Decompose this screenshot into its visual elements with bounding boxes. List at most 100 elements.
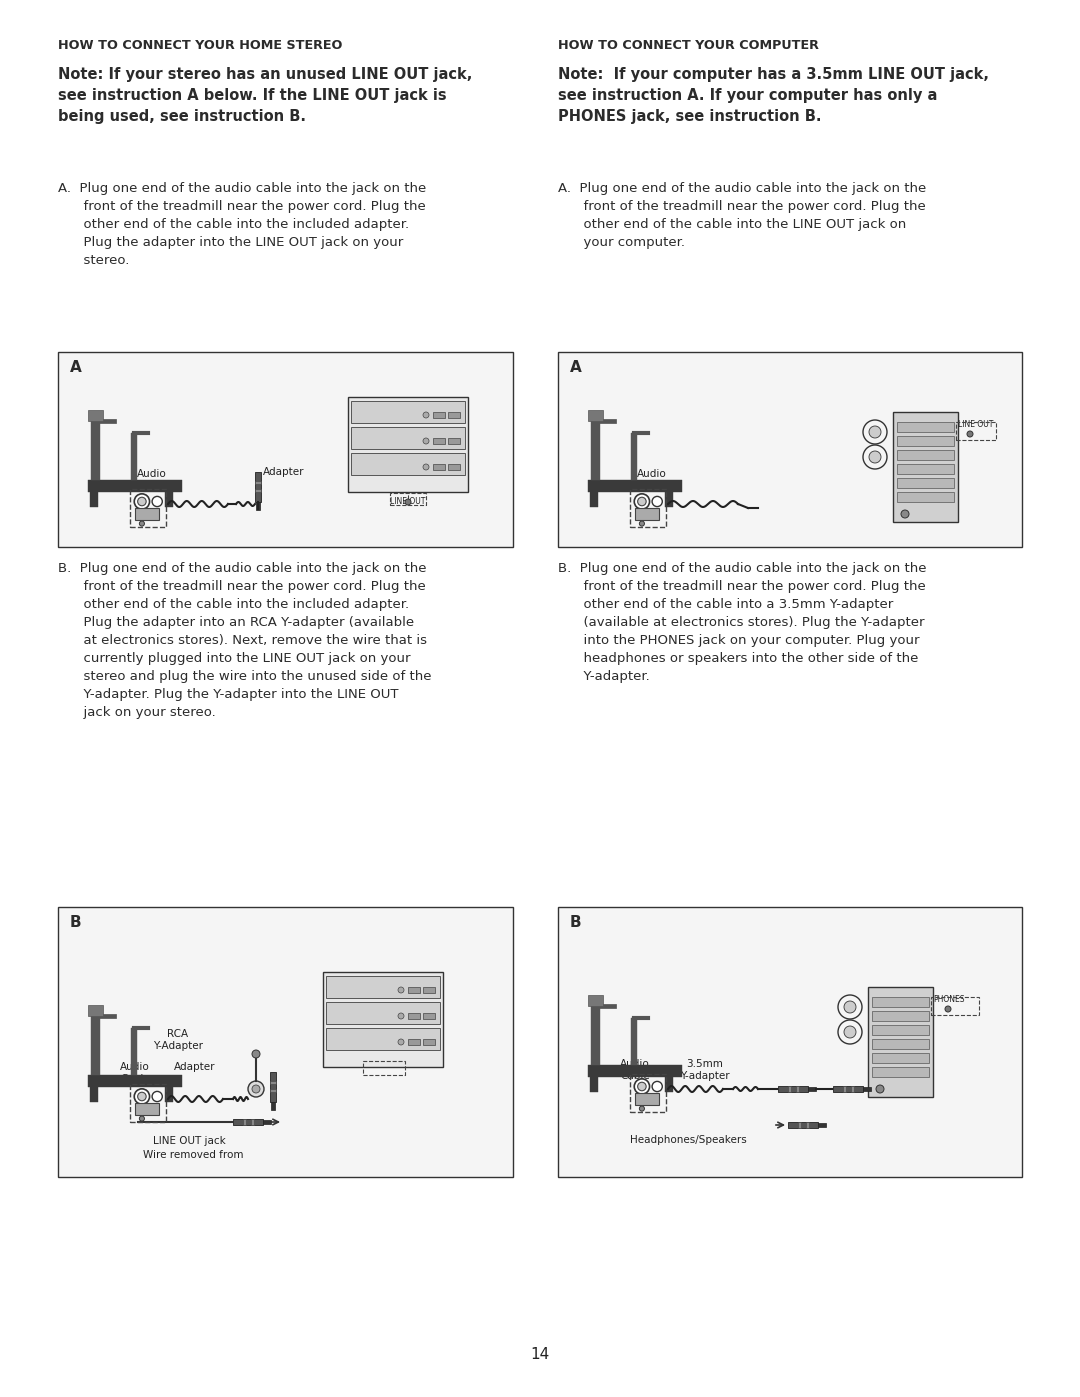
Circle shape [876, 1085, 885, 1092]
Circle shape [901, 510, 909, 518]
Bar [448, 412, 460, 418]
Bar [893, 412, 958, 522]
Text: 3.5mm
Y-adapter: 3.5mm Y-adapter [680, 1059, 730, 1081]
Bar [808, 1087, 816, 1091]
Bar [408, 1039, 420, 1045]
Bar [843, 1085, 846, 1092]
Bar [635, 1094, 659, 1105]
Bar [363, 1060, 405, 1076]
Text: Amp: Amp [333, 1034, 360, 1046]
Circle shape [639, 521, 645, 527]
Circle shape [248, 1081, 264, 1097]
Bar [251, 1119, 254, 1125]
Circle shape [652, 496, 662, 507]
Bar [897, 422, 954, 432]
Bar [863, 1087, 870, 1091]
Bar [592, 420, 599, 481]
Bar [588, 1065, 681, 1077]
Bar [90, 1087, 98, 1102]
Circle shape [423, 439, 429, 444]
Text: VCR: VCR [333, 1009, 357, 1021]
Text: Headphones/Speakers: Headphones/Speakers [630, 1134, 746, 1146]
Circle shape [423, 412, 429, 418]
Text: LINE OUT jack: LINE OUT jack [153, 1136, 226, 1146]
Circle shape [399, 1013, 404, 1018]
Bar [558, 352, 1022, 548]
Bar [87, 481, 181, 492]
Bar [164, 1087, 173, 1102]
Circle shape [405, 499, 411, 504]
Bar [588, 411, 604, 420]
Bar [631, 1018, 637, 1065]
Bar [390, 493, 426, 504]
Circle shape [945, 1006, 951, 1011]
Bar [255, 489, 261, 492]
Bar [558, 907, 1022, 1178]
Bar [433, 439, 445, 444]
Bar [255, 472, 261, 502]
Bar [326, 1002, 440, 1024]
Bar [872, 1039, 929, 1049]
Bar [956, 422, 996, 440]
Bar [164, 492, 173, 507]
Bar [592, 1006, 599, 1065]
Text: A.  Plug one end of the audio cable into the jack on the
      front of the trea: A. Plug one end of the audio cable into … [58, 182, 427, 267]
Circle shape [152, 1091, 162, 1102]
Text: B.  Plug one end of the audio cable into the jack on the
      front of the trea: B. Plug one end of the audio cable into … [558, 562, 927, 683]
Text: CD: CD [357, 407, 376, 420]
Bar [92, 420, 100, 481]
Bar [788, 1122, 818, 1127]
Bar [130, 1084, 165, 1122]
Text: B: B [70, 915, 82, 930]
Bar [408, 988, 420, 993]
Circle shape [152, 496, 162, 507]
Text: Amp: Amp [357, 460, 384, 472]
Circle shape [869, 451, 881, 462]
Bar [326, 1028, 440, 1051]
Bar [256, 502, 260, 510]
Text: LINE OUT: LINE OUT [390, 497, 426, 506]
Bar [264, 1120, 271, 1125]
Circle shape [639, 1106, 645, 1111]
Bar [87, 1076, 181, 1087]
Circle shape [134, 495, 149, 509]
Bar [448, 464, 460, 469]
Circle shape [252, 1051, 260, 1058]
Bar [868, 988, 933, 1097]
Bar [818, 1123, 826, 1127]
Text: LINE OUT: LINE OUT [958, 420, 994, 429]
Text: Adapter: Adapter [174, 1062, 216, 1071]
Bar [270, 1071, 276, 1102]
Bar [58, 907, 513, 1178]
Bar [833, 1085, 863, 1092]
Circle shape [652, 1081, 662, 1091]
Bar [851, 1085, 854, 1092]
Bar [351, 401, 465, 423]
Bar [798, 1122, 801, 1127]
Circle shape [843, 1002, 856, 1013]
Text: B.  Plug one end of the audio cable into the jack on the
      front of the trea: B. Plug one end of the audio cable into … [58, 562, 432, 719]
Bar [590, 492, 598, 507]
Bar [87, 1006, 104, 1016]
Circle shape [134, 1088, 149, 1104]
Bar [423, 1013, 435, 1018]
Bar [270, 1081, 276, 1084]
Bar [90, 492, 98, 507]
Bar [897, 492, 954, 502]
Bar [806, 1122, 809, 1127]
Bar [58, 352, 513, 548]
Text: HOW TO CONNECT YOUR COMPUTER: HOW TO CONNECT YOUR COMPUTER [558, 39, 819, 52]
Bar [92, 1016, 100, 1076]
Text: CD: CD [333, 982, 350, 995]
Bar [872, 1053, 929, 1063]
Bar [588, 996, 604, 1006]
Bar [351, 427, 465, 448]
Circle shape [967, 432, 973, 437]
Bar [788, 1085, 791, 1092]
Text: Audio
Cable: Audio Cable [137, 469, 167, 492]
Bar [897, 464, 954, 474]
Bar [931, 997, 978, 1016]
Text: Audio
Cable: Audio Cable [120, 1062, 150, 1084]
Bar [423, 1039, 435, 1045]
Bar [130, 489, 165, 527]
